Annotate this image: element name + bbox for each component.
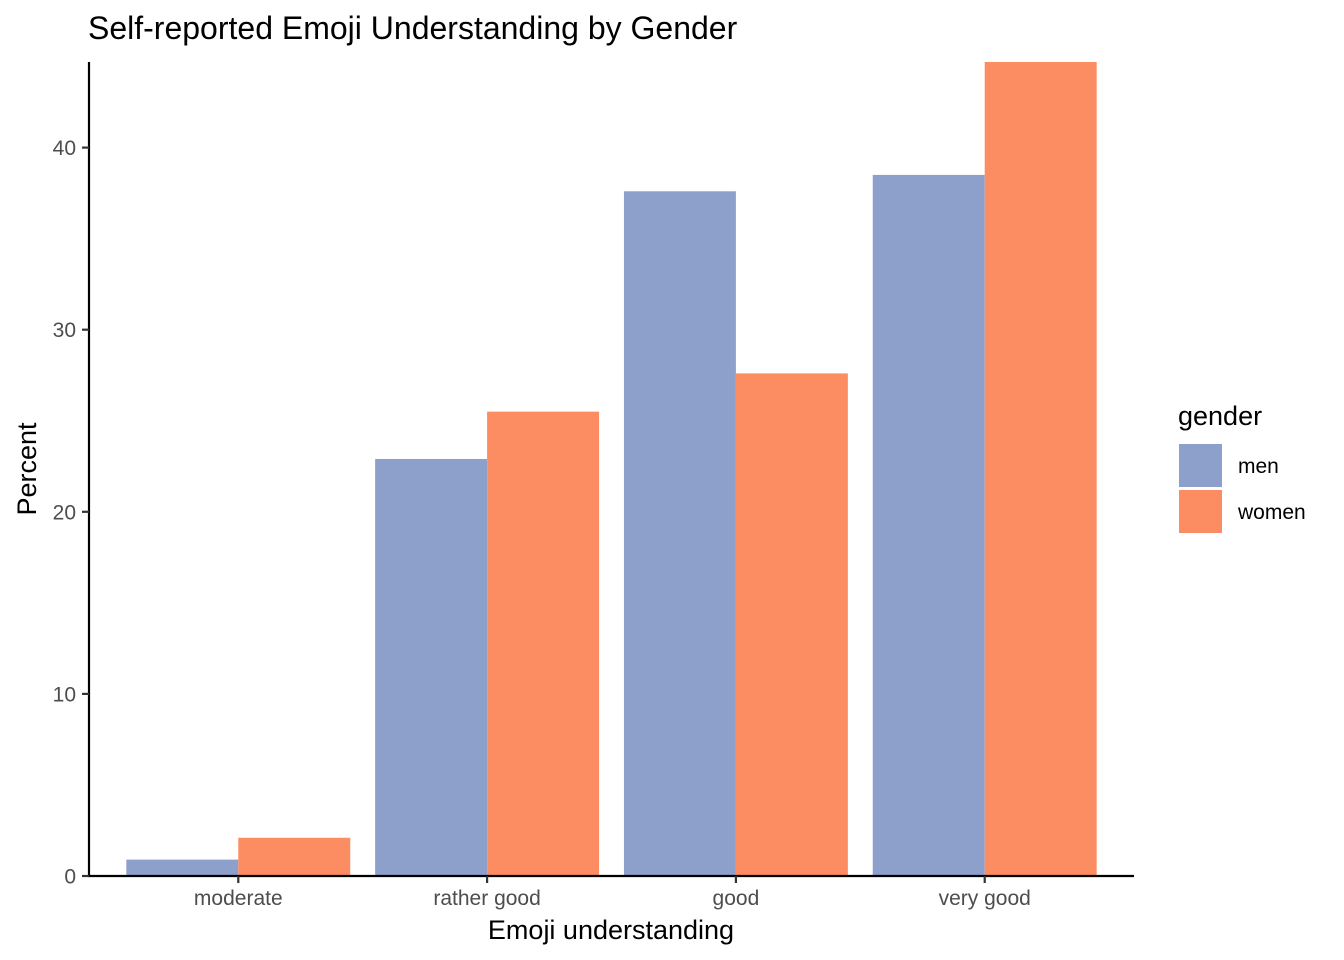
bar-men-good bbox=[623, 191, 736, 877]
y-axis-title: Percent bbox=[12, 422, 42, 516]
y-tick-label: 30 bbox=[53, 319, 76, 342]
legend-key-men bbox=[1179, 444, 1222, 487]
bar-women-good bbox=[735, 373, 848, 876]
x-tick-label: good bbox=[713, 887, 760, 910]
chart-title: Self-reported Emoji Understanding by Gen… bbox=[88, 10, 738, 46]
bar-men-very-good bbox=[872, 174, 985, 876]
x-tick-label: moderate bbox=[194, 887, 283, 910]
bars-group bbox=[126, 62, 1097, 877]
y-tick-label: 40 bbox=[53, 137, 76, 160]
legend: gender men women bbox=[1178, 401, 1306, 533]
y-tick-label: 20 bbox=[53, 501, 76, 524]
bar-men-rather-good bbox=[375, 458, 488, 876]
x-tick-label: very good bbox=[939, 887, 1031, 910]
legend-label-women: women bbox=[1237, 501, 1306, 524]
legend-title: gender bbox=[1178, 401, 1262, 431]
legend-label-men: men bbox=[1238, 455, 1279, 478]
legend-items: men women bbox=[1179, 444, 1306, 533]
bar-women-rather-good bbox=[487, 411, 600, 876]
x-axis-title: Emoji understanding bbox=[488, 915, 734, 945]
bar-men-moderate bbox=[126, 859, 239, 876]
x-axis-ticks: moderate rather good good very good bbox=[194, 876, 1031, 910]
y-tick-label: 0 bbox=[64, 866, 76, 889]
legend-key-women bbox=[1179, 490, 1222, 533]
bar-women-moderate bbox=[238, 837, 351, 876]
bar-women-very-good bbox=[984, 62, 1097, 876]
x-tick-label: rather good bbox=[433, 887, 540, 910]
y-axis-ticks: 0 10 20 30 40 bbox=[53, 137, 89, 889]
y-tick-label: 10 bbox=[53, 683, 76, 706]
